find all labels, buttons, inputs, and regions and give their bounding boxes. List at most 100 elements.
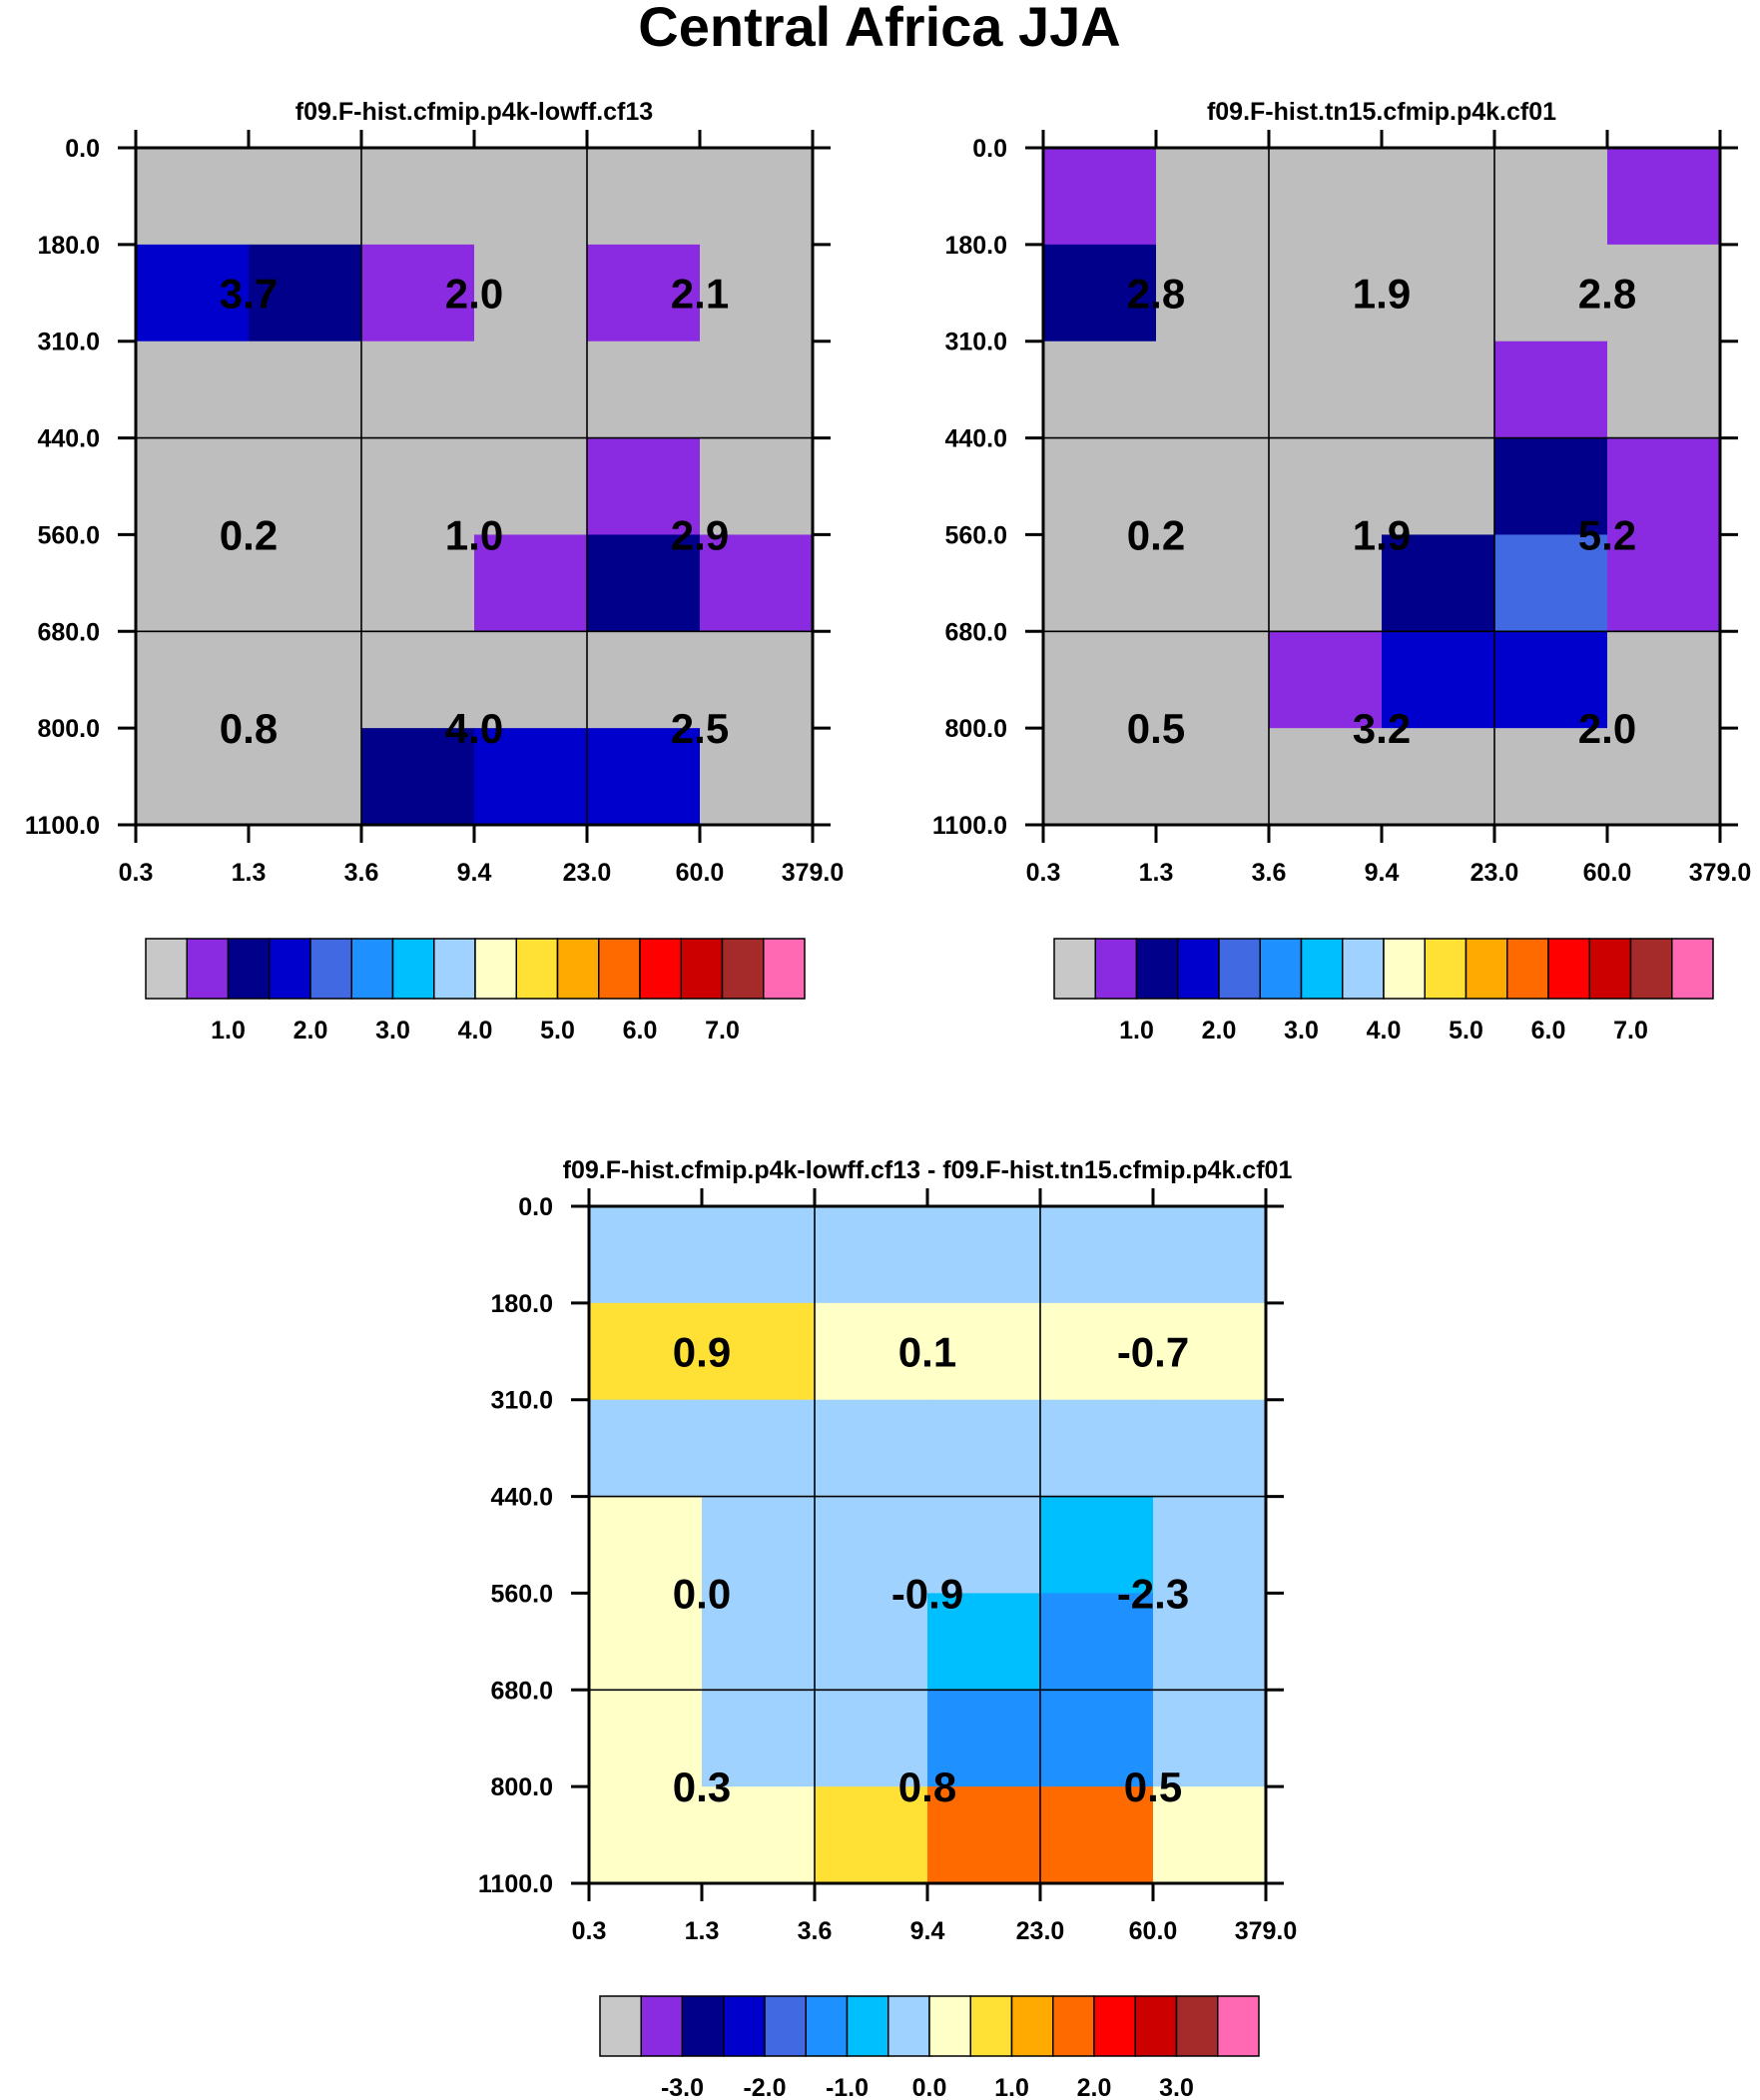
panel-2: f09.F-hist.tn15.cfmip.p4k.cf01 0.0 180.0 31… xyxy=(932,98,1751,1045)
heatmap-cell xyxy=(1156,631,1270,729)
heatmap-cell xyxy=(589,1786,703,1884)
heatmap-cell xyxy=(702,1786,816,1884)
colorbar-label: 1.0 xyxy=(994,2074,1029,2100)
heatmap-cell xyxy=(361,244,475,343)
x-tick-label: 3.6 xyxy=(798,1917,833,1945)
cell-value-label: 2.0 xyxy=(1578,705,1636,752)
heatmap-cell xyxy=(136,244,250,343)
heatmap-cell xyxy=(589,1593,703,1691)
colorbar-swatch xyxy=(556,938,600,1000)
heatmap-cell xyxy=(587,728,701,826)
colorbar-swatch xyxy=(350,938,394,1000)
heatmap-cell xyxy=(1382,437,1495,536)
heatmap-cell xyxy=(1607,728,1721,826)
heatmap-cell xyxy=(249,437,362,536)
value-labels: 2.8 1.9 2.8 0.2 1.9 5.2 0.5 3.2 2.0 xyxy=(1127,270,1636,752)
heatmap-cell xyxy=(927,1786,1041,1884)
colorbar-swatch xyxy=(145,938,188,1000)
colorbar-swatch xyxy=(723,1995,766,2057)
y-tick-label: 180.0 xyxy=(37,232,100,260)
x-tick-label: 60.0 xyxy=(676,859,725,887)
colorbar-swatch xyxy=(721,938,765,1000)
heatmap-cell xyxy=(136,341,250,439)
heatmap-cell xyxy=(587,148,701,246)
colorbar-swatch xyxy=(1094,938,1138,1000)
heatmap-cell xyxy=(1043,728,1157,826)
x-tick-label: 0.3 xyxy=(119,859,154,887)
colorbar-label: 4.0 xyxy=(458,1017,493,1045)
heatmap-cell xyxy=(1153,1496,1267,1595)
cell-value-label: 0.0 xyxy=(673,1570,731,1617)
cell-value-label: 3.2 xyxy=(1353,705,1411,752)
colorbar-label: -3.0 xyxy=(661,2074,704,2100)
heatmap-cell xyxy=(1382,534,1495,632)
heatmap-cell xyxy=(927,1496,1041,1595)
heatmap-cell xyxy=(815,1690,928,1787)
heatmap-cell xyxy=(1156,534,1270,632)
colorbar-swatch xyxy=(1217,1995,1260,2057)
heatmap-cell xyxy=(815,1496,928,1595)
heatmap-cell xyxy=(474,341,588,439)
heatmap-cell xyxy=(361,728,475,826)
colorbar-label: 7.0 xyxy=(705,1017,740,1045)
heatmap-cell xyxy=(1494,631,1608,729)
heatmap-cell xyxy=(474,148,588,246)
colorbar: 1.0 2.0 3.0 4.0 5.0 6.0 7.0 xyxy=(145,938,806,1045)
x-tick-label: 60.0 xyxy=(1129,1917,1178,1945)
colorbar-swatch xyxy=(1259,938,1303,1000)
heatmap-cell xyxy=(249,148,362,246)
heatmap-cell xyxy=(927,1302,1041,1401)
grid-lines xyxy=(1043,148,1720,825)
colorbar-swatch xyxy=(1547,938,1590,1000)
heatmap-cell xyxy=(1494,148,1608,246)
heatmap-cell xyxy=(1040,1206,1154,1304)
heatmap-cell xyxy=(1156,341,1270,439)
heatmap-cell xyxy=(815,1399,928,1498)
x-tick-label: 60.0 xyxy=(1583,859,1632,887)
heatmap-cell xyxy=(474,244,588,343)
x-tick-label: 3.6 xyxy=(344,859,379,887)
heatmap-cell xyxy=(1269,534,1383,632)
heatmap-cell xyxy=(249,534,362,632)
heatmap-cell xyxy=(1607,341,1721,439)
heatmap-cell xyxy=(1382,631,1495,729)
ticks: 0.0 180.0 310.0 440.0 560.0 680.0 800.0 1100.0 0… xyxy=(478,1188,1297,1945)
y-tick-label: 800.0 xyxy=(490,1773,553,1801)
heatmap-cell xyxy=(587,244,701,343)
cell-value-label: 5.2 xyxy=(1578,511,1636,558)
colorbar-swatch xyxy=(309,938,352,1000)
y-tick-label: 310.0 xyxy=(490,1387,553,1415)
y-tick-label: 0.0 xyxy=(972,135,1007,163)
heatmap-cell xyxy=(700,148,814,246)
heatmap-cell xyxy=(361,534,475,632)
colorbar-label: 7.0 xyxy=(1613,1017,1648,1045)
colorbar-swatch xyxy=(269,938,311,1000)
heatmap-cell xyxy=(927,1399,1041,1498)
y-tick-label: 1100.0 xyxy=(25,812,100,840)
colorbar-swatch xyxy=(680,938,724,1000)
x-tick-label: 3.6 xyxy=(1252,859,1287,887)
heatmap-cell xyxy=(1607,244,1721,343)
colorbar-swatch xyxy=(1135,938,1179,1000)
y-tick-label: 0.0 xyxy=(65,135,100,163)
colorbar-swatch xyxy=(515,938,559,1000)
heatmap-cell xyxy=(249,341,362,439)
heatmap-cell xyxy=(1043,148,1157,246)
x-tick-label: 0.3 xyxy=(1026,859,1061,887)
heatmap-cell xyxy=(815,1786,928,1884)
colorbar-label: 6.0 xyxy=(623,1017,658,1045)
y-tick-label: 800.0 xyxy=(37,715,100,743)
heatmap-cell xyxy=(702,1593,816,1691)
cell-value-label: 0.3 xyxy=(673,1763,731,1810)
colorbar-swatch xyxy=(1134,1995,1178,2057)
heatmap-cell xyxy=(1156,244,1270,343)
colorbar-swatch xyxy=(764,1995,807,2057)
heatmap-cell xyxy=(474,534,588,632)
heatmap-cell xyxy=(474,728,588,826)
heatmap-cells xyxy=(136,148,814,826)
colorbar-swatch xyxy=(639,938,682,1000)
heatmap-cell xyxy=(587,631,701,729)
y-tick-label: 1100.0 xyxy=(478,1870,553,1898)
cell-value-label: 0.5 xyxy=(1127,705,1185,752)
heatmap-cell xyxy=(700,437,814,536)
